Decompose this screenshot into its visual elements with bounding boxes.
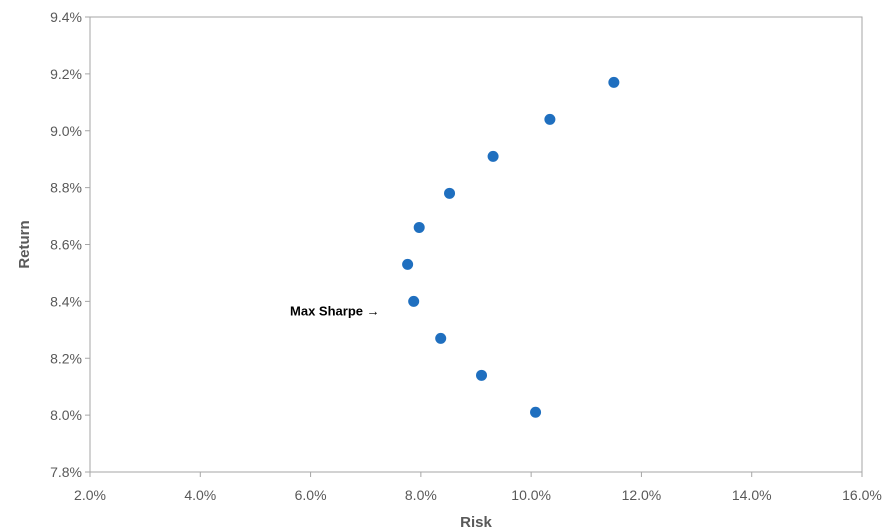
x-axis-ticks: 2.0% 4.0% 6.0% 8.0% 10.0% 12.0% 14.0% 16.0%	[74, 472, 882, 503]
y-tick-label: 8.6%	[50, 237, 82, 253]
y-tick-label: 8.4%	[50, 293, 82, 309]
data-point	[530, 406, 542, 418]
data-point	[487, 150, 499, 162]
x-tick-label: 14.0%	[732, 487, 772, 503]
data-point	[402, 258, 414, 270]
x-tick-label: 2.0%	[74, 487, 106, 503]
x-tick-label: 10.0%	[511, 487, 551, 503]
x-tick-label: 12.0%	[622, 487, 662, 503]
y-axis-ticks: 7.8% 8.0% 8.2% 8.4% 8.6% 8.8% 9.0% 9.2% 9.4%	[50, 9, 90, 480]
data-points	[402, 76, 620, 418]
data-point	[476, 369, 488, 381]
x-tick-label: 4.0%	[184, 487, 216, 503]
y-tick-label: 8.0%	[50, 407, 82, 423]
y-axis-title: Return	[16, 220, 33, 268]
data-point	[413, 221, 425, 233]
y-tick-label: 8.8%	[50, 180, 82, 196]
plot-area	[89, 16, 863, 473]
data-point	[544, 113, 556, 125]
x-axis-title: Risk	[460, 514, 492, 531]
data-point	[444, 187, 456, 199]
data-point	[435, 332, 447, 344]
y-tick-label: 9.4%	[50, 9, 82, 25]
y-tick-label: 9.2%	[50, 66, 82, 82]
y-tick-label: 7.8%	[50, 464, 82, 480]
x-tick-label: 8.0%	[405, 487, 437, 503]
x-tick-label: 16.0%	[842, 487, 882, 503]
x-tick-label: 6.0%	[295, 487, 327, 503]
y-tick-label: 9.0%	[50, 123, 82, 139]
data-point	[408, 295, 420, 307]
y-tick-label: 8.2%	[50, 350, 82, 366]
max-sharpe-annotation: Max Sharpe →	[290, 303, 380, 318]
data-point	[608, 76, 620, 88]
